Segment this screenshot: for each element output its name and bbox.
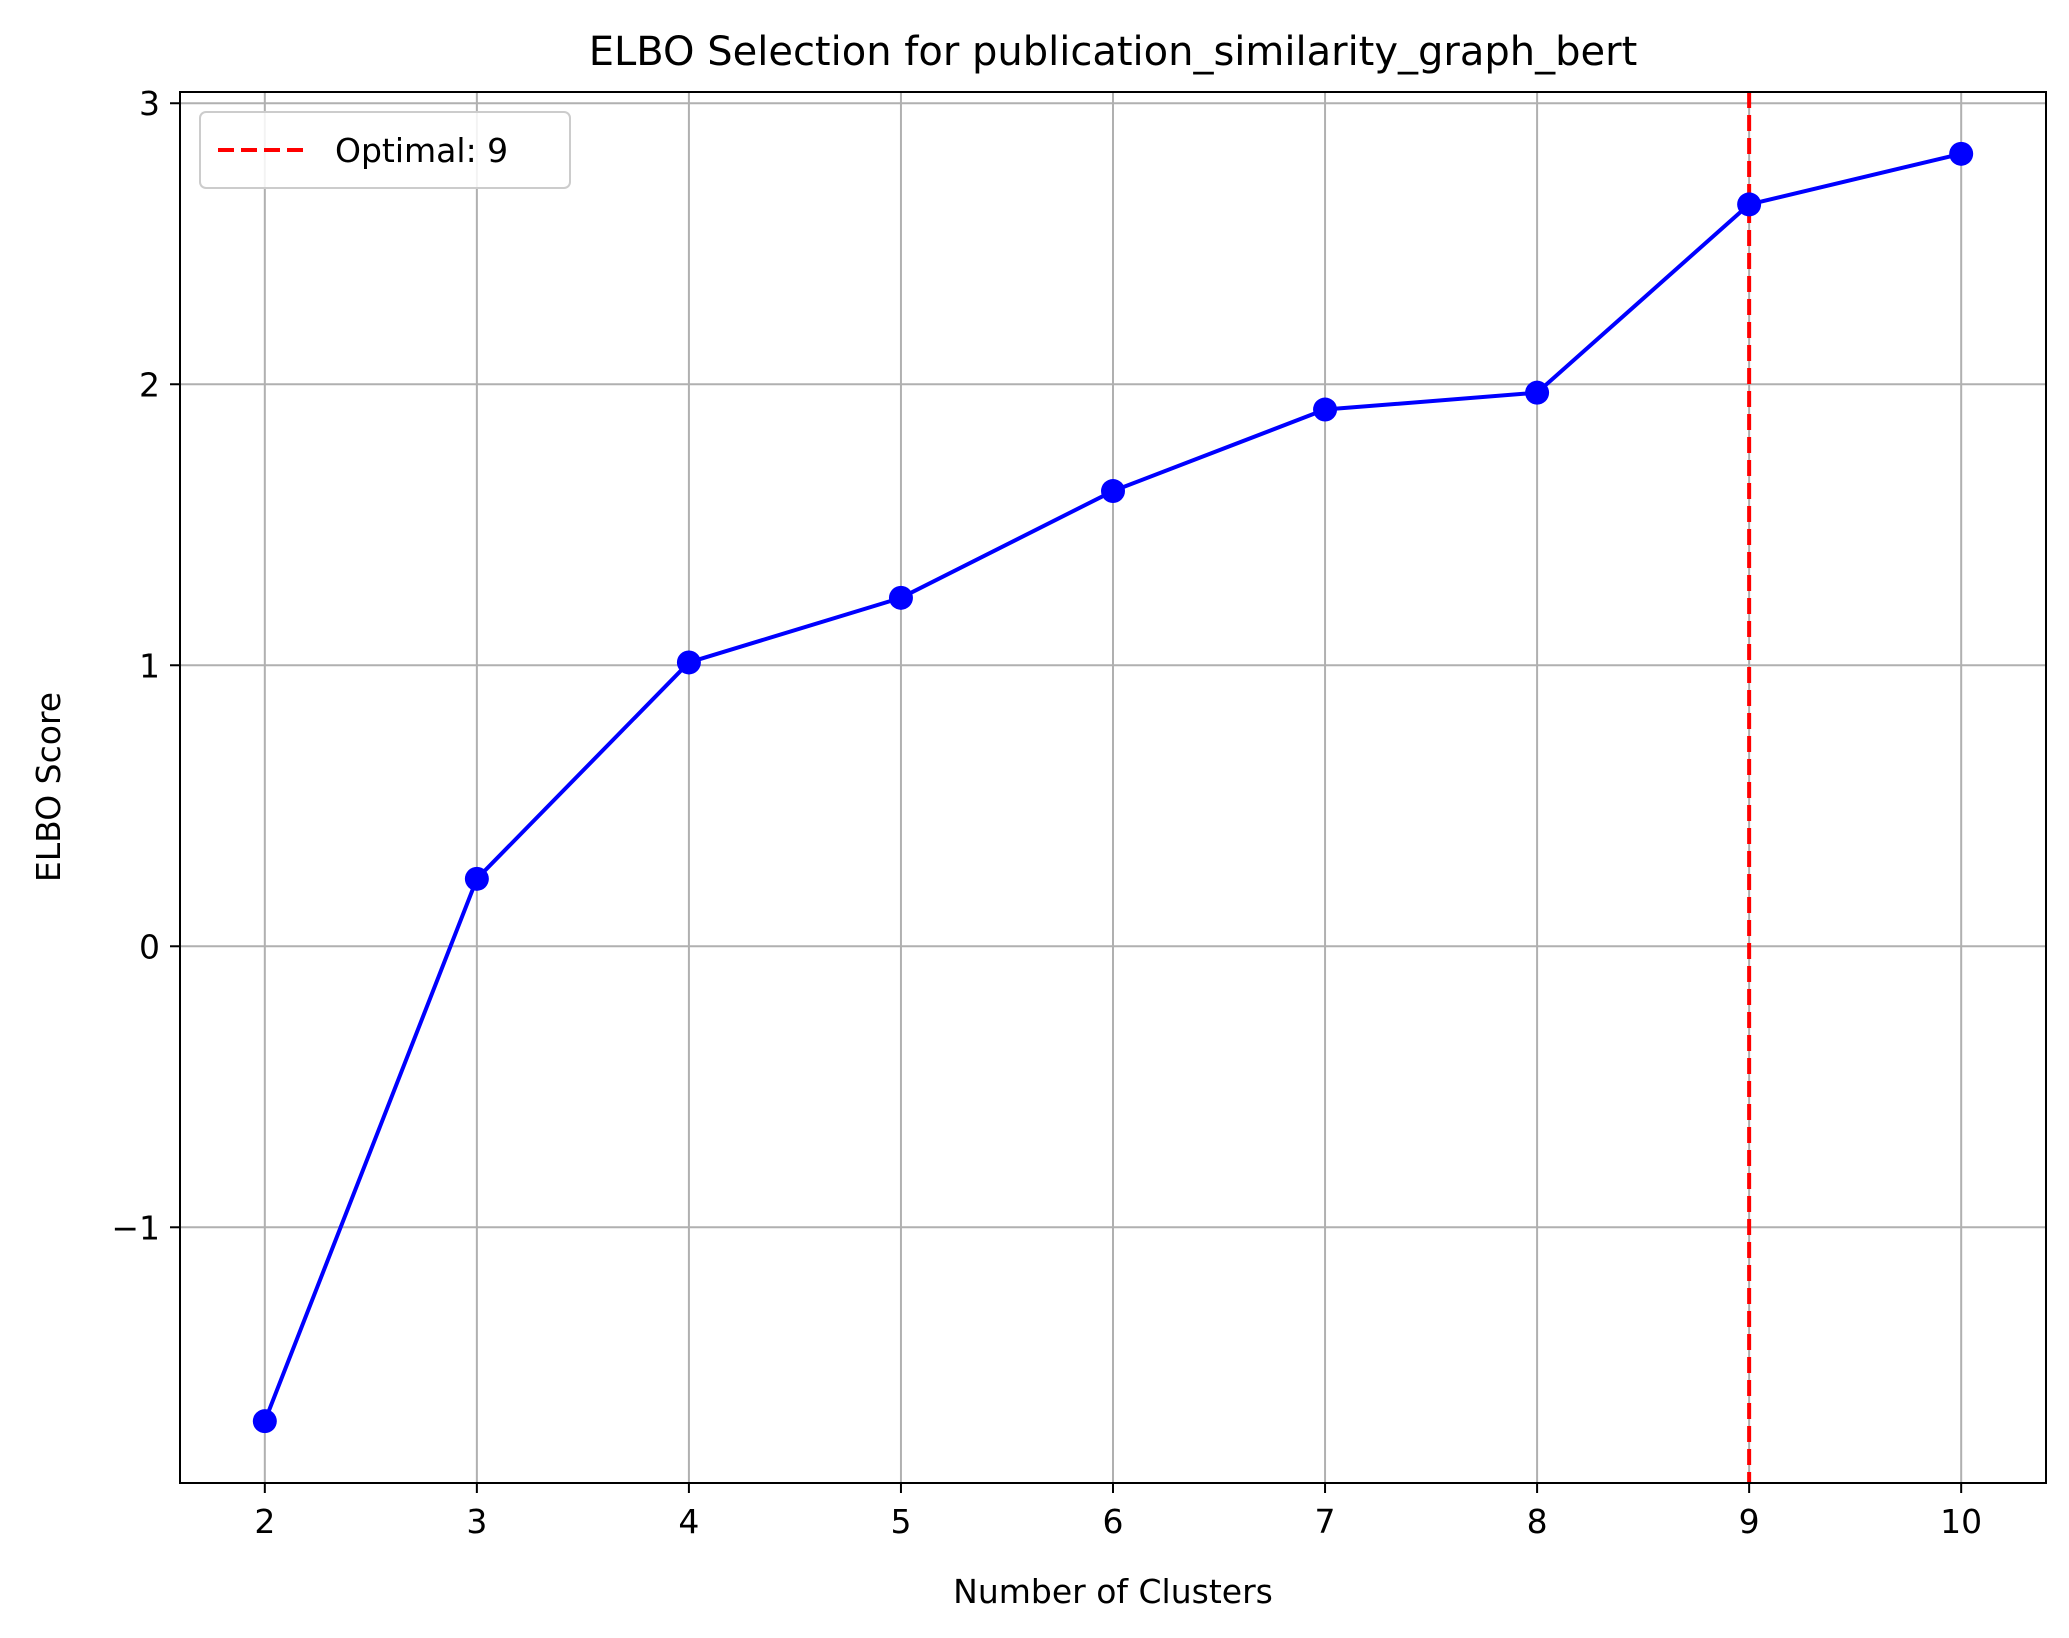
x-tick-label: 4 bbox=[678, 1502, 699, 1541]
data-point bbox=[252, 1409, 277, 1434]
x-tick-label: 5 bbox=[890, 1502, 911, 1541]
y-tick-label: 2 bbox=[139, 365, 160, 404]
legend-label: Optimal: 9 bbox=[335, 131, 508, 170]
x-tick-label: 9 bbox=[1739, 1502, 1760, 1541]
legend: Optimal: 9 bbox=[199, 111, 571, 189]
y-axis: −1 0 1 2 3 bbox=[111, 84, 180, 1247]
y-axis-label: ELBO Score bbox=[29, 692, 68, 882]
data-point bbox=[1525, 380, 1550, 405]
grid bbox=[180, 92, 2046, 1483]
data-point bbox=[1737, 192, 1762, 217]
y-tick-label: 1 bbox=[139, 646, 160, 685]
data-point bbox=[1313, 397, 1338, 422]
legend-box bbox=[199, 111, 571, 189]
y-tick-label: −1 bbox=[111, 1208, 160, 1247]
data-point bbox=[464, 866, 489, 891]
x-tick-label: 6 bbox=[1103, 1502, 1124, 1541]
data-point bbox=[1949, 141, 1974, 166]
x-axis-label: Number of Clusters bbox=[953, 1572, 1273, 1611]
chart-title: ELBO Selection for publication_similarit… bbox=[589, 29, 1638, 75]
y-tick-label: 0 bbox=[139, 927, 160, 966]
data-point bbox=[676, 650, 701, 675]
series-layer bbox=[252, 141, 1974, 1434]
data-point bbox=[888, 585, 913, 610]
y-tick-label: 3 bbox=[139, 84, 160, 123]
x-tick-label: 10 bbox=[1940, 1502, 1982, 1541]
data-point bbox=[1101, 479, 1125, 504]
x-tick-label: 2 bbox=[254, 1502, 275, 1541]
x-tick-label: 3 bbox=[466, 1502, 487, 1541]
x-tick-label: 8 bbox=[1527, 1502, 1548, 1541]
x-axis: 2 3 4 5 6 7 8 9 10 bbox=[254, 1483, 1982, 1541]
x-tick-label: 7 bbox=[1315, 1502, 1336, 1541]
